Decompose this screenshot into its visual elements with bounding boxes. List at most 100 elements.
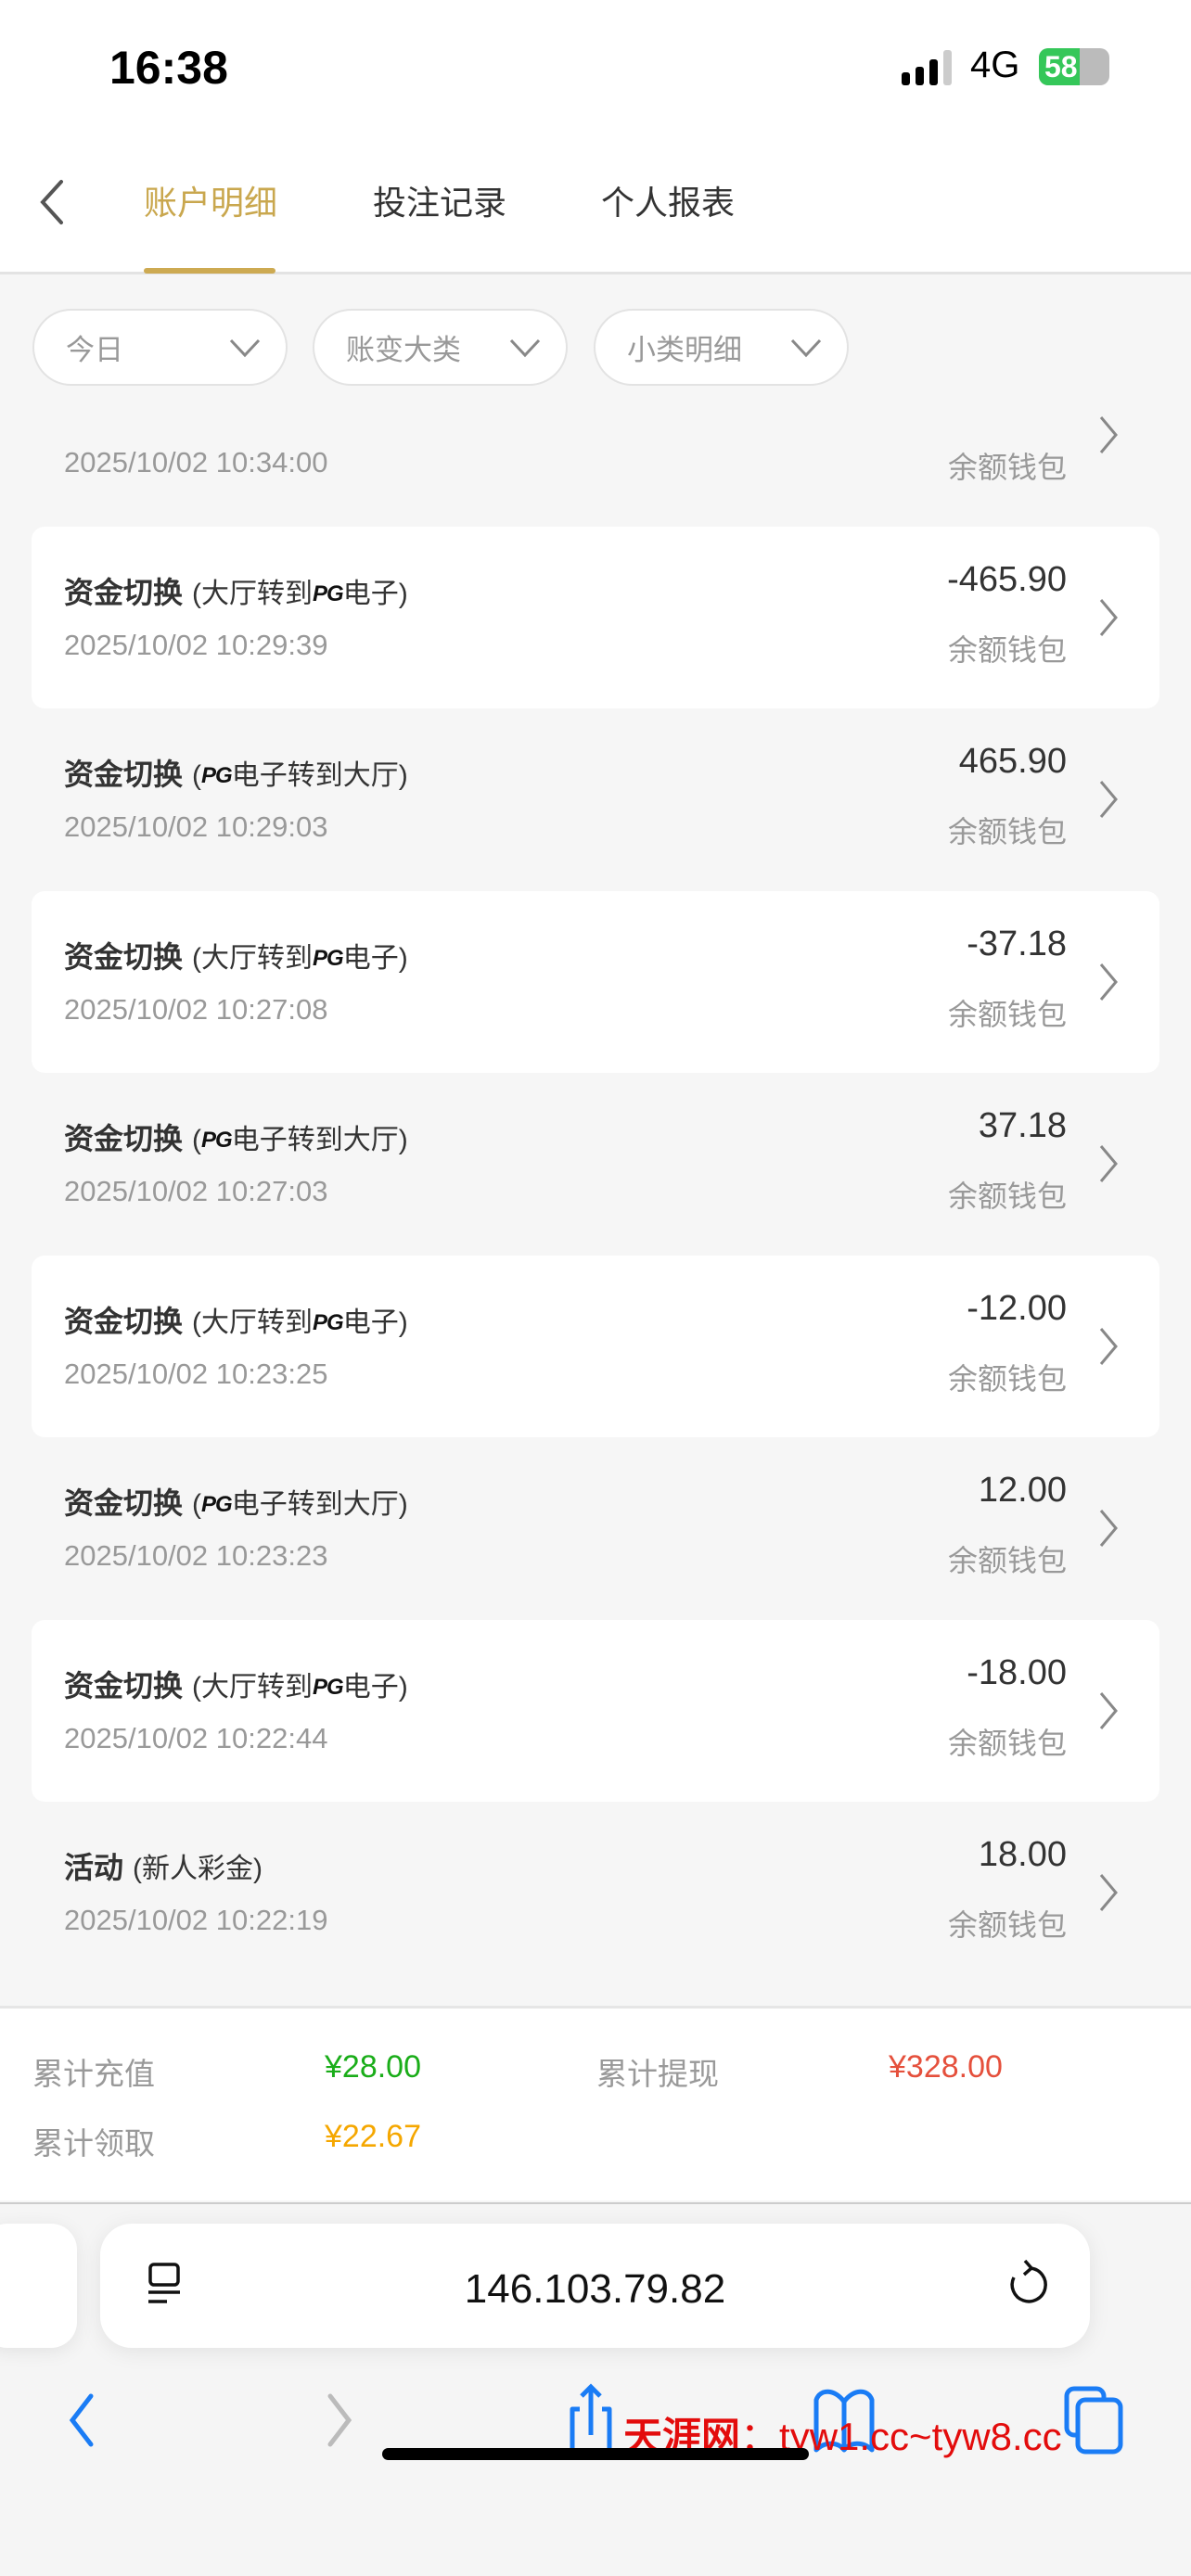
chevron-right-icon xyxy=(1099,598,1118,636)
chevron-right-icon xyxy=(1099,416,1118,453)
bookmarks-icon[interactable] xyxy=(807,2381,881,2459)
record-date: 2025/10/02 10:23:23 xyxy=(64,1539,328,1572)
status-bar xyxy=(0,0,1191,130)
record-title: 资金切换 (大厅转到PG电子) xyxy=(64,569,408,612)
record-wallet: 余额钱包 xyxy=(947,1361,1067,1396)
record-amount: -37.18 xyxy=(967,924,1067,963)
record-type: 资金切换 xyxy=(64,1486,184,1520)
record-amount: 465.90 xyxy=(958,742,1067,781)
record-amount: -12.00 xyxy=(967,1288,1067,1328)
subtitle-text: 电子转到大厅) xyxy=(231,1489,408,1520)
record-row[interactable]: 2025/10/02 10:34:00 余额钱包 xyxy=(32,399,1159,527)
tab-personal-report[interactable]: 个人报表 xyxy=(601,184,736,222)
browser-forward-icon[interactable] xyxy=(302,2381,377,2459)
record-subtitle: (大厅转到PG电子) xyxy=(192,943,408,974)
record-row[interactable]: 资金切换 (PG电子转到大厅) 465.90 2025/10/02 10:29:03… xyxy=(32,708,1159,891)
chevron-right-icon xyxy=(1099,1327,1118,1365)
record-list[interactable]: 2025/10/02 10:34:00 余额钱包 资金切换 (大厅转到PG电子) -… xyxy=(0,399,1191,2006)
record-wallet: 余额钱包 xyxy=(947,997,1067,1031)
record-wallet: 余额钱包 xyxy=(947,1908,1067,1942)
filter-date[interactable]: 今日 xyxy=(32,309,288,386)
tab-bet-records[interactable]: 投注记录 xyxy=(373,184,507,222)
record-subtitle: (大厅转到PG电子) xyxy=(192,1307,408,1338)
chevron-right-icon xyxy=(1099,1874,1118,1911)
record-date: 2025/10/02 10:34:00 xyxy=(64,446,328,478)
record-title: 资金切换 (大厅转到PG电子) xyxy=(64,1663,408,1705)
subtitle-text: 电子) xyxy=(342,942,408,974)
filter-label: 今日 xyxy=(66,334,123,366)
filter-label: 小类明细 xyxy=(627,334,742,366)
withdraw-label: 累计提现 xyxy=(596,2057,719,2091)
record-subtitle: (PG电子转到大厅) xyxy=(192,1489,408,1520)
subtitle-text: 电子转到大厅) xyxy=(231,760,408,791)
record-row[interactable]: 资金切换 (大厅转到PG电子) -465.90 2025/10/02 10:29:3… xyxy=(32,526,1159,708)
record-row[interactable]: 资金切换 (PG电子转到大厅) 37.18 2025/10/02 10:27:03 … xyxy=(32,1073,1159,1256)
pg-logo: PG xyxy=(313,1674,344,1700)
record-row[interactable]: 资金切换 (PG电子转到大厅) 12.00 2025/10/02 10:23:23 … xyxy=(32,1437,1159,1620)
record-row[interactable]: 资金切换 (大厅转到PG电子) -12.00 2025/10/02 10:23:25… xyxy=(32,1255,1159,1437)
record-date: 2025/10/02 10:23:25 xyxy=(64,1357,328,1390)
record-type: 资金切换 xyxy=(64,939,184,974)
url-text[interactable]: 146.103.79.82 xyxy=(464,2266,726,2312)
subtitle-text: (大厅转到 xyxy=(192,1307,314,1338)
record-date: 2025/10/02 10:27:03 xyxy=(64,1175,328,1207)
record-row[interactable]: 资金切换 (大厅转到PG电子) -18.00 2025/10/02 10:22:44… xyxy=(32,1619,1159,1802)
recharge-value: ¥28.00 xyxy=(325,2049,421,2085)
filter-category[interactable]: 账变大类 xyxy=(313,309,568,386)
record-wallet: 余额钱包 xyxy=(947,1180,1067,1213)
record-subtitle: (大厅转到PG电子) xyxy=(192,1672,408,1702)
subtitle-text: 电子转到大厅) xyxy=(231,1125,408,1155)
battery-percent: 58 xyxy=(1044,50,1078,83)
tabs-icon[interactable] xyxy=(1059,2381,1133,2459)
record-wallet: 余额钱包 xyxy=(947,451,1067,484)
record-title: 活动 (新人彩金) xyxy=(64,1844,263,1887)
record-row[interactable]: 活动 (新人彩金) 18.00 2025/10/02 10:22:19 余额钱包 xyxy=(32,1802,1159,1984)
record-wallet: 余额钱包 xyxy=(947,632,1067,667)
record-date: 2025/10/02 10:22:19 xyxy=(64,1904,328,1936)
chevron-down-icon xyxy=(790,338,822,357)
record-date: 2025/10/02 10:27:08 xyxy=(64,992,328,1026)
browser-back-icon[interactable] xyxy=(45,2381,119,2459)
claim-value: ¥22.67 xyxy=(325,2119,421,2154)
home-indicator xyxy=(382,2448,809,2460)
back-chevron-icon[interactable] xyxy=(35,176,72,228)
record-wallet: 余额钱包 xyxy=(947,815,1067,848)
record-row[interactable]: 资金切换 (大厅转到PG电子) -37.18 2025/10/02 10:27:08… xyxy=(32,890,1159,1073)
status-time: 16:38 xyxy=(109,42,228,94)
record-amount: 12.00 xyxy=(978,1471,1067,1510)
subtitle-text: (大厅转到 xyxy=(192,1671,314,1702)
previous-tab-preview[interactable] xyxy=(0,2224,77,2348)
record-date: 2025/10/02 10:29:03 xyxy=(64,810,328,843)
chevron-right-icon xyxy=(1099,963,1118,1001)
record-date: 2025/10/02 10:29:39 xyxy=(64,628,328,661)
record-title: 资金切换 (PG电子转到大厅) xyxy=(64,1480,408,1523)
chevron-down-icon xyxy=(229,338,261,357)
filter-subcategory[interactable]: 小类明细 xyxy=(594,309,849,386)
record-subtitle: (PG电子转到大厅) xyxy=(192,1125,408,1155)
pg-logo: PG xyxy=(201,763,233,788)
chevron-right-icon xyxy=(1099,1510,1118,1547)
subtitle-text: 电子) xyxy=(342,578,408,609)
filter-label: 账变大类 xyxy=(346,334,461,366)
record-type: 资金切换 xyxy=(64,1304,184,1338)
signal-icon xyxy=(902,50,952,85)
claim-label: 累计领取 xyxy=(32,2126,155,2161)
page-menu-icon[interactable] xyxy=(147,2263,184,2305)
chevron-right-icon xyxy=(1099,781,1118,818)
tab-account-details[interactable]: 账户明细 xyxy=(144,184,278,222)
record-date: 2025/10/02 10:22:44 xyxy=(64,1721,328,1754)
record-wallet: 余额钱包 xyxy=(947,1544,1067,1577)
withdraw-value: ¥328.00 xyxy=(889,2049,1003,2085)
reload-icon[interactable] xyxy=(1003,2259,1049,2307)
record-title: 资金切换 (大厅转到PG电子) xyxy=(64,934,408,976)
record-title: 资金切换 (PG电子转到大厅) xyxy=(64,751,408,794)
subtitle-text: 电子) xyxy=(342,1307,408,1338)
record-subtitle: (大厅转到PG电子) xyxy=(192,579,408,609)
pg-logo: PG xyxy=(313,1309,344,1335)
record-amount: 18.00 xyxy=(978,1835,1067,1874)
subtitle-text: (大厅转到 xyxy=(192,578,314,609)
record-type: 资金切换 xyxy=(64,1122,184,1155)
pg-logo: PG xyxy=(201,1492,233,1517)
record-amount: 37.18 xyxy=(978,1106,1067,1145)
address-bar[interactable]: 146.103.79.82 xyxy=(100,2224,1090,2348)
